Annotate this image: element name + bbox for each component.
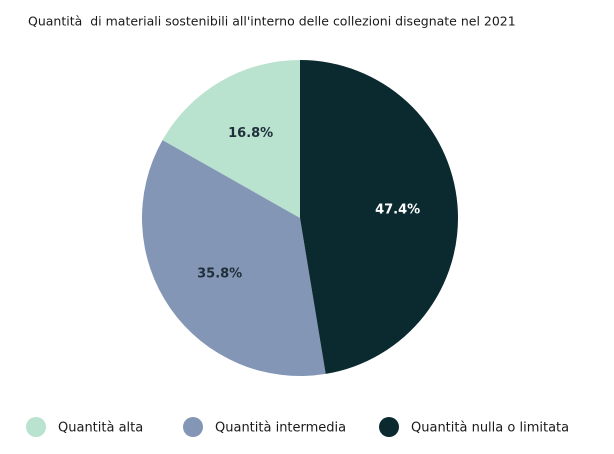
- value-label: 47.4%: [375, 203, 420, 218]
- legend-label: Quantità intermedia: [215, 421, 346, 436]
- chart-title: Quantità di materiali sostenibili all'in…: [28, 14, 516, 29]
- pie-slice: [300, 60, 459, 374]
- legend-swatch: [379, 417, 399, 437]
- legend-swatch: [26, 417, 46, 437]
- legend-swatch: [183, 417, 203, 437]
- legend-label: Quantità alta: [58, 421, 143, 436]
- pie-slice: [142, 140, 326, 376]
- legend-label: Quantità nulla o limitata: [411, 421, 569, 436]
- pie-slice: [162, 60, 300, 218]
- value-label: 16.8%: [228, 126, 273, 141]
- value-label: 35.8%: [197, 267, 242, 282]
